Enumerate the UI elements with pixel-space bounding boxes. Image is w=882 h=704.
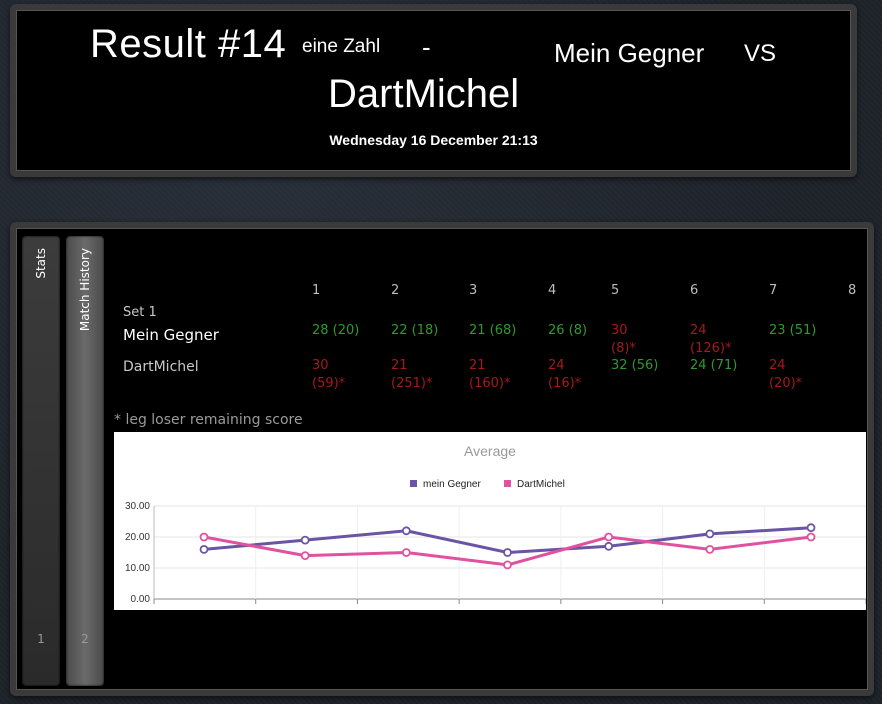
average-chart: Average mein Gegner DartMichel 0.00 10.00 20.… xyxy=(114,432,867,610)
leg-score-value: 24 (71) xyxy=(690,358,738,373)
leg-remaining-score: (20)* xyxy=(769,376,803,391)
tab-match-history-label: Match History xyxy=(78,248,92,332)
data-point xyxy=(705,529,715,539)
vs-label: VS xyxy=(744,40,777,67)
leg-score: 30 (8)* xyxy=(611,322,636,358)
legend-label: DartMichel xyxy=(517,479,565,490)
leg-header: 4 xyxy=(548,283,557,298)
leg-score-value: 22 (18) xyxy=(391,323,439,338)
leg-score-value: 24 xyxy=(769,358,786,373)
y-tick-label: 10.00 xyxy=(125,563,150,574)
leg-remaining-score: (251)* xyxy=(391,376,433,391)
leg-header: 7 xyxy=(769,283,778,298)
leg-score-value: 21 xyxy=(391,358,408,373)
tab-stats-label: Stats xyxy=(34,248,48,279)
leg-score: 21 (160)* xyxy=(469,357,510,393)
leg-header: 2 xyxy=(391,283,400,298)
y-tick-label: 30.00 xyxy=(125,501,150,512)
data-point xyxy=(199,545,209,554)
leg-score: 28 (20) xyxy=(312,322,359,340)
data-point xyxy=(199,532,209,542)
tab-match-history-number: 2 xyxy=(81,632,89,646)
leg-score: 22 (18) xyxy=(391,322,438,340)
data-point xyxy=(604,532,614,542)
leg-score: 23 (51) xyxy=(769,322,816,340)
leg-score: 21 (251)* xyxy=(391,357,432,393)
tab-match-history[interactable]: Match History 2 xyxy=(66,236,104,686)
row-player-name: DartMichel xyxy=(123,359,199,375)
average-chart-svg: Average mein Gegner DartMichel 0.00 10.00 20.… xyxy=(125,443,867,605)
title-separator: - xyxy=(422,32,431,62)
leg-score: 24 (20)* xyxy=(769,357,802,393)
data-point xyxy=(806,523,816,533)
leg-score: 21 (68) xyxy=(469,322,516,340)
leg-score-value: 26 (8) xyxy=(548,323,588,338)
match-date: Wednesday 16 December 21:13 xyxy=(329,132,538,148)
leg-header: 8 xyxy=(848,283,857,298)
data-point xyxy=(604,541,614,551)
leg-score-value: 21 (68) xyxy=(469,323,517,338)
set-label: Set 1 xyxy=(123,305,157,320)
leg-remaining-score: (8)* xyxy=(611,341,636,356)
legend-swatch xyxy=(504,480,511,487)
data-point xyxy=(401,548,411,557)
match-panel: Stats 1 Match History 2 Set 1 Mein Gegne… xyxy=(10,222,874,696)
legend-label: mein Gegner xyxy=(423,479,481,490)
leg-score-value: 24 xyxy=(548,358,565,373)
footnote: * leg loser remaining score xyxy=(114,412,303,428)
leg-score-value: 30 xyxy=(611,323,628,338)
leg-score: 26 (8) xyxy=(548,322,587,340)
game-label: eine Zahl xyxy=(302,36,381,57)
leg-header: 5 xyxy=(611,283,620,298)
leg-score: 24 (71) xyxy=(690,357,737,375)
leg-score: 24 (126)* xyxy=(690,322,731,358)
y-tick-label: 0.00 xyxy=(131,594,151,605)
leg-header: 1 xyxy=(312,283,321,298)
data-point xyxy=(300,551,310,560)
leg-score: 32 (56) xyxy=(611,357,658,375)
data-point xyxy=(705,545,715,554)
leg-score-value: 24 xyxy=(690,323,707,338)
legend-swatch xyxy=(410,480,417,487)
player1-name: Mein Gegner xyxy=(554,38,705,68)
result-header: Result #14 eine Zahl - Mein Gegner VS Da… xyxy=(10,4,857,177)
leg-score-value: 28 (20) xyxy=(312,323,360,338)
player2-name: DartMichel xyxy=(328,72,520,116)
y-tick-label: 20.00 xyxy=(125,532,150,543)
data-point xyxy=(300,535,310,545)
chart-title: Average xyxy=(464,443,516,459)
leg-header: 6 xyxy=(690,283,699,298)
leg-header: 3 xyxy=(469,283,478,298)
data-point xyxy=(401,526,411,536)
data-point xyxy=(503,548,512,557)
leg-score-value: 23 (51) xyxy=(769,323,817,338)
leg-remaining-score: (16)* xyxy=(548,376,582,391)
leg-remaining-score: (126)* xyxy=(690,341,732,356)
leg-remaining-score: (59)* xyxy=(312,376,346,391)
data-point xyxy=(806,532,816,542)
leg-score-value: 30 xyxy=(312,358,329,373)
leg-score-value: 32 (56) xyxy=(611,358,659,373)
result-number: Result #14 xyxy=(90,22,287,66)
tab-stats[interactable]: Stats 1 xyxy=(22,236,60,686)
tab-stats-number: 1 xyxy=(37,632,45,646)
leg-remaining-score: (160)* xyxy=(469,376,511,391)
leg-score: 30 (59)* xyxy=(312,357,345,393)
leg-score: 24 (16)* xyxy=(548,357,581,393)
data-point xyxy=(503,560,512,570)
row-player-name: Mein Gegner xyxy=(123,326,219,344)
leg-score-value: 21 xyxy=(469,358,486,373)
